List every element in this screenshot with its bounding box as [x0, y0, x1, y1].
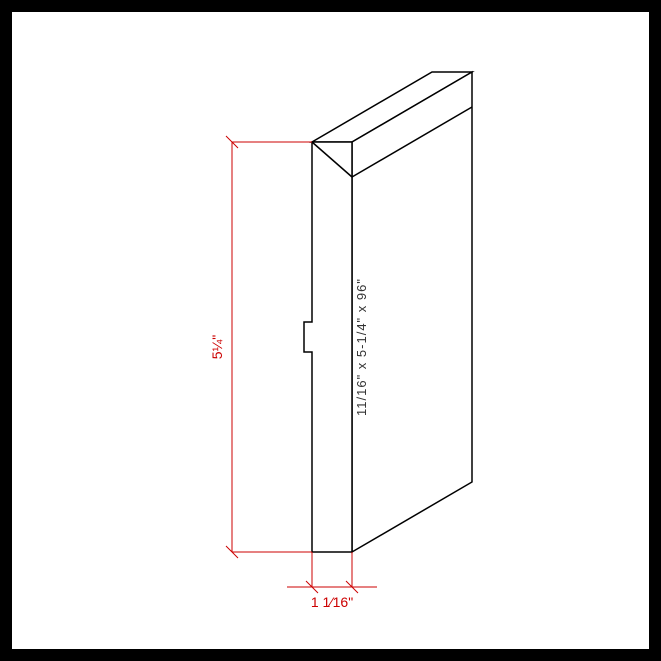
dimension-height: 5¼" — [209, 136, 312, 558]
technical-drawing-svg: 5¼" 1 1⁄16" 11/16" x 5-1/4" x 96" — [12, 12, 649, 649]
dimension-width: 1 1⁄16" — [287, 552, 377, 610]
dimension-height-label: 5¼" — [209, 335, 225, 359]
spec-label: 11/16" x 5-1/4" x 96" — [354, 278, 369, 416]
part-front-face — [304, 142, 352, 552]
dimension-width-label: 1 1⁄16" — [311, 594, 353, 610]
part-side-face — [352, 72, 472, 552]
diagram-frame: 5¼" 1 1⁄16" 11/16" x 5-1/4" x 96" — [0, 0, 661, 661]
